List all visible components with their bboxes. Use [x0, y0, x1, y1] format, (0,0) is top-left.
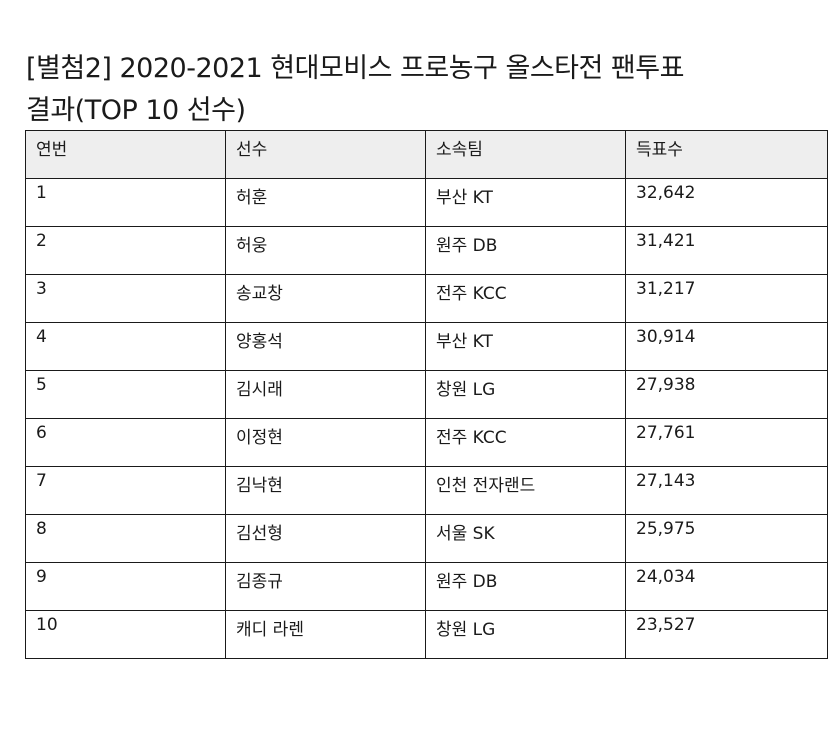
cell-votes: 32,642: [625, 178, 828, 227]
header-votes: 득표수: [625, 130, 828, 179]
cell-team: 전주 KCC: [425, 418, 626, 467]
cell-team: 인천 전자랜드: [425, 466, 626, 515]
cell-player: 이정현: [225, 418, 426, 467]
cell-team: 창원 LG: [425, 610, 626, 659]
cell-player: 김낙현: [225, 466, 426, 515]
cell-player: 허훈: [225, 178, 426, 227]
header-number: 연번: [25, 130, 226, 179]
table-row: 4 양홍석 부산 KT 30,914: [25, 322, 828, 371]
cell-votes: 24,034: [625, 562, 828, 611]
table-row: 5 김시래 창원 LG 27,938: [25, 370, 828, 419]
cell-player: 김종규: [225, 562, 426, 611]
cell-number: 10: [25, 610, 226, 659]
document-title-line-1: [별첨2] 2020-2021 현대모비스 프로농구 올스타전 팬투표: [26, 53, 684, 84]
cell-votes: 31,217: [625, 274, 828, 323]
cell-votes: 31,421: [625, 226, 828, 275]
cell-team: 원주 DB: [425, 562, 626, 611]
document-title: [별첨2] 2020-2021 현대모비스 프로농구 올스타전 팬투표 결과(T…: [26, 48, 806, 132]
cell-number: 9: [25, 562, 226, 611]
header-team: 소속팀: [425, 130, 626, 179]
cell-number: 3: [25, 274, 226, 323]
table-row: 10 캐디 라렌 창원 LG 23,527: [25, 610, 828, 659]
cell-votes: 25,975: [625, 514, 828, 563]
table-row: 1 허훈 부산 KT 32,642: [25, 178, 828, 227]
cell-number: 1: [25, 178, 226, 227]
cell-team: 서울 SK: [425, 514, 626, 563]
cell-number: 7: [25, 466, 226, 515]
cell-player: 김시래: [225, 370, 426, 419]
cell-team: 부산 KT: [425, 178, 626, 227]
cell-player: 허웅: [225, 226, 426, 275]
cell-number: 4: [25, 322, 226, 371]
cell-team: 원주 DB: [425, 226, 626, 275]
cell-team: 부산 KT: [425, 322, 626, 371]
cell-team: 창원 LG: [425, 370, 626, 419]
cell-votes: 23,527: [625, 610, 828, 659]
cell-player: 양홍석: [225, 322, 426, 371]
table-row: 9 김종규 원주 DB 24,034: [25, 562, 828, 611]
cell-number: 6: [25, 418, 226, 467]
table-row: 7 김낙현 인천 전자랜드 27,143: [25, 466, 828, 515]
cell-number: 2: [25, 226, 226, 275]
cell-votes: 27,761: [625, 418, 828, 467]
cell-player: 김선형: [225, 514, 426, 563]
table-row: 2 허웅 원주 DB 31,421: [25, 226, 828, 275]
header-player: 선수: [225, 130, 426, 179]
table-row: 6 이정현 전주 KCC 27,761: [25, 418, 828, 467]
cell-number: 5: [25, 370, 226, 419]
cell-votes: 27,938: [625, 370, 828, 419]
cell-votes: 30,914: [625, 322, 828, 371]
cell-number: 8: [25, 514, 226, 563]
table-header-row: 연번 선수 소속팀 득표수: [25, 130, 828, 179]
cell-player: 캐디 라렌: [225, 610, 426, 659]
cell-votes: 27,143: [625, 466, 828, 515]
cell-player: 송교창: [225, 274, 426, 323]
table-row: 8 김선형 서울 SK 25,975: [25, 514, 828, 563]
cell-team: 전주 KCC: [425, 274, 626, 323]
table-row: 3 송교창 전주 KCC 31,217: [25, 274, 828, 323]
document-title-line-2: 결과(TOP 10 선수): [26, 95, 246, 126]
fan-vote-results-table: 연번 선수 소속팀 득표수 1 허훈 부산 KT 32,642 2 허웅 원주 …: [25, 130, 828, 659]
